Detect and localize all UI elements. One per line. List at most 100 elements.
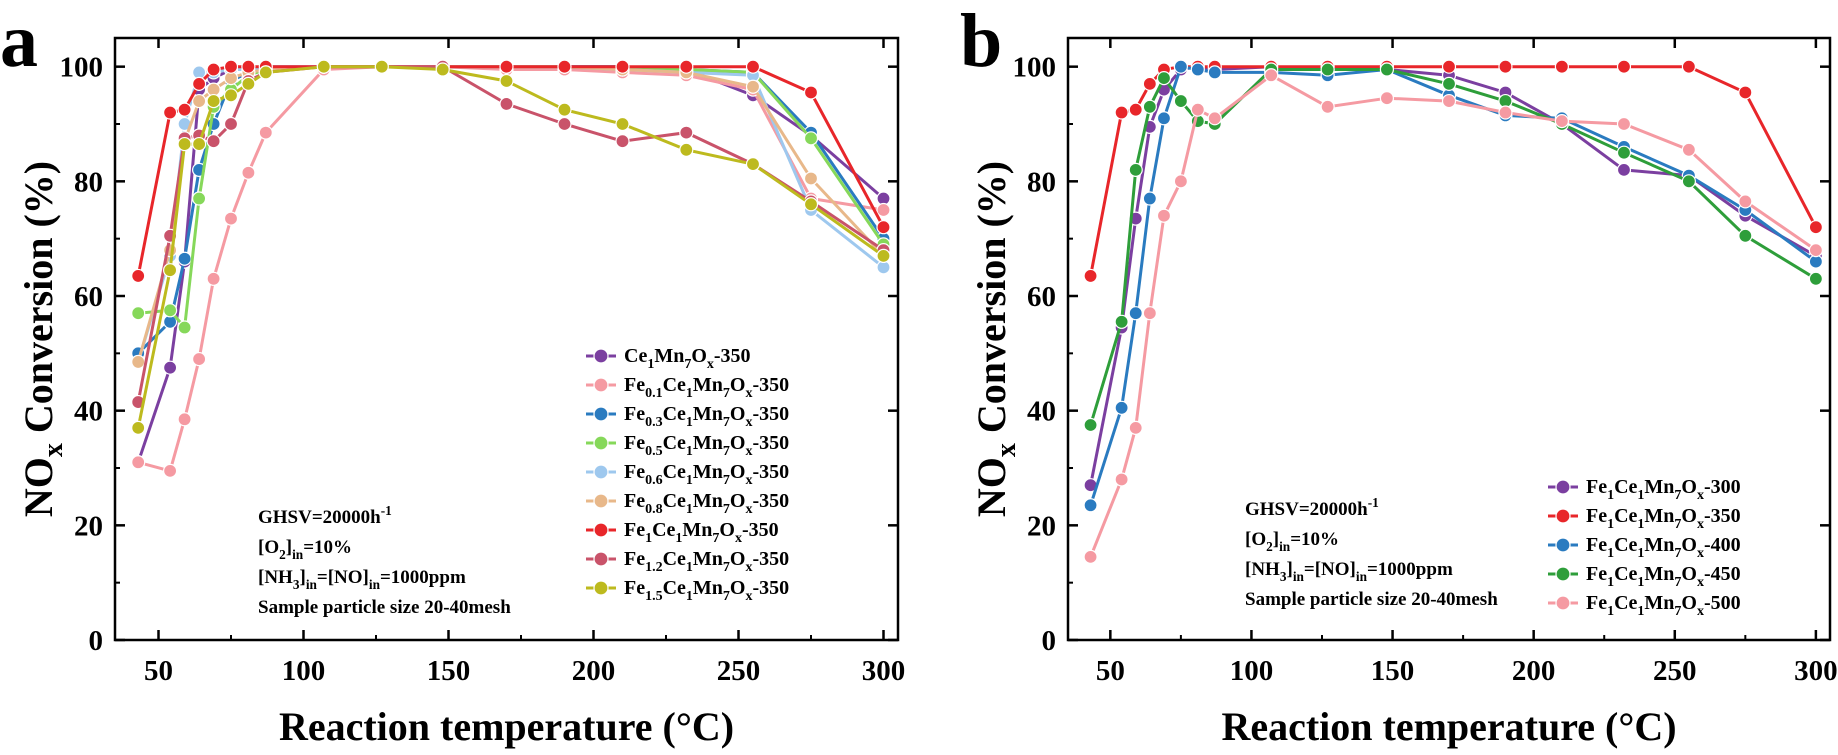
x-tick-label: 100 xyxy=(1230,655,1274,687)
data-point xyxy=(206,62,221,77)
y-tick-label: 60 xyxy=(1027,281,1056,313)
data-point xyxy=(206,93,221,109)
data-point xyxy=(374,59,389,74)
data-point xyxy=(1498,59,1513,74)
data-point xyxy=(1808,271,1823,286)
condition-line: Sample particle size 20-40mesh xyxy=(258,597,511,618)
data-point xyxy=(557,102,572,117)
data-point xyxy=(745,59,761,74)
legend-label: Fe1Ce1Mn7Ox-400 xyxy=(1586,534,1741,561)
data-point xyxy=(1738,85,1753,100)
data-point xyxy=(1616,145,1632,160)
data-point xyxy=(192,76,207,91)
series-line xyxy=(1089,73,1817,558)
data-point xyxy=(876,220,891,235)
data-point xyxy=(1142,99,1157,114)
data-point xyxy=(679,142,694,157)
data-point xyxy=(1616,162,1632,177)
data-point xyxy=(615,59,630,74)
x-tick-label: 150 xyxy=(1371,655,1415,687)
data-point xyxy=(131,354,146,370)
y-tick-label: 20 xyxy=(1027,510,1056,542)
legend-swatch-marker xyxy=(593,493,609,509)
condition-line: [O2]in=10% xyxy=(1245,529,1339,554)
legend-label: Fe1.2Ce1Mn7Ox-350 xyxy=(624,548,789,575)
legend-entry: Fe1Ce1Mn7Ox-400 xyxy=(1548,534,1741,561)
x-tick-label: 150 xyxy=(427,655,471,687)
legend-entry: Fe1Ce1Mn7Ox-300 xyxy=(1548,476,1741,503)
data-point xyxy=(1320,62,1335,77)
data-point xyxy=(1264,68,1279,83)
legend-swatch-marker xyxy=(1555,479,1571,495)
legend-swatch-marker xyxy=(593,435,609,451)
plot-frame xyxy=(113,36,900,642)
x-tick-label: 300 xyxy=(862,655,906,687)
data-point xyxy=(177,136,192,152)
condition-line: GHSV=20000h-1 xyxy=(258,503,392,528)
data-point xyxy=(557,59,572,74)
x-tick-label: 300 xyxy=(1794,655,1838,687)
x-axis-title: Reaction temperature (°C) xyxy=(1221,704,1676,749)
data-point xyxy=(1681,142,1696,157)
data-point xyxy=(258,65,273,80)
data-point xyxy=(1808,243,1823,258)
y-tick-label: 80 xyxy=(74,166,103,198)
data-point xyxy=(177,251,192,266)
legend-swatch-marker xyxy=(593,580,609,596)
legend-entry: Fe1Ce1Mn7Ox-350 xyxy=(586,519,779,546)
data-point xyxy=(206,271,221,286)
legend-label: Fe1Ce1Mn7Ox-450 xyxy=(1586,563,1741,590)
data-point xyxy=(192,93,207,109)
legend-entry: Fe1Ce1Mn7Ox-500 xyxy=(1548,592,1741,619)
data-point xyxy=(1128,420,1143,435)
legend-swatch-marker xyxy=(1555,508,1571,524)
x-tick-label: 200 xyxy=(1512,655,1556,687)
data-point xyxy=(316,59,331,74)
data-point xyxy=(223,59,239,74)
data-point xyxy=(1554,114,1569,129)
y-tick-label: 100 xyxy=(1013,52,1057,84)
data-point xyxy=(1128,306,1143,321)
data-point xyxy=(1142,191,1157,206)
legend-label: Fe0.1Ce1Mn7Ox-350 xyxy=(624,374,789,401)
legend-label: Fe1Ce1Mn7Ox-500 xyxy=(1586,592,1741,619)
legend-label: Fe1Ce1Mn7Ox-350 xyxy=(624,519,779,546)
legend-swatch-marker xyxy=(1555,595,1571,611)
data-point xyxy=(241,59,256,74)
data-point xyxy=(177,412,192,427)
data-point xyxy=(1681,174,1696,189)
data-point xyxy=(163,105,178,120)
legend-swatch-marker xyxy=(1555,537,1571,553)
data-point xyxy=(1173,59,1188,74)
data-point xyxy=(131,420,146,435)
data-point xyxy=(192,191,207,206)
legend-label: Fe1Ce1Mn7Ox-300 xyxy=(1586,476,1741,503)
data-point xyxy=(223,211,239,226)
legend-swatch-marker xyxy=(593,522,609,538)
data-point xyxy=(1554,59,1569,74)
condition-line: Sample particle size 20-40mesh xyxy=(1245,589,1498,610)
data-point xyxy=(206,134,221,149)
series-line xyxy=(136,65,885,363)
data-point xyxy=(1173,93,1188,109)
data-point xyxy=(803,131,819,146)
data-point xyxy=(1616,116,1632,132)
data-point xyxy=(1808,220,1823,235)
data-point xyxy=(1379,62,1395,77)
plot-frame xyxy=(1066,36,1832,642)
data-point xyxy=(1156,71,1172,86)
data-point xyxy=(192,136,207,152)
y-tick-label: 40 xyxy=(74,396,103,428)
data-point xyxy=(1681,59,1696,74)
data-point xyxy=(1128,162,1143,177)
data-point xyxy=(1498,105,1513,120)
legend-entry: Fe0.1Ce1Mn7Ox-350 xyxy=(586,374,789,401)
data-point xyxy=(1142,76,1157,91)
data-point xyxy=(679,125,694,140)
data-point xyxy=(258,125,273,140)
legend-entry: Fe0.5Ce1Mn7Ox-350 xyxy=(586,432,789,459)
data-point xyxy=(163,463,178,478)
legend-label: Fe1.5Ce1Mn7Ox-350 xyxy=(624,577,789,604)
data-point xyxy=(745,79,761,94)
